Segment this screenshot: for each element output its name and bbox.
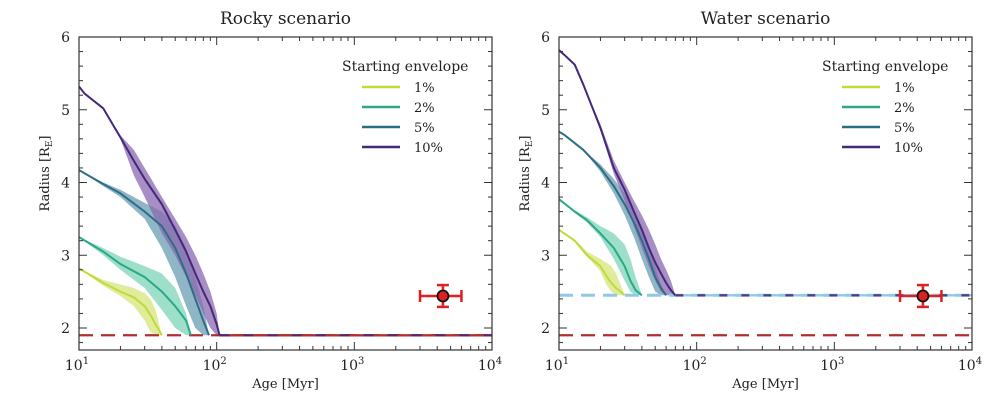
observation-marker xyxy=(916,289,930,303)
series-line-1pct xyxy=(79,267,163,336)
x-tick-label: 101 xyxy=(65,356,89,374)
plot-area xyxy=(79,85,492,337)
x-tick-label: 101 xyxy=(545,356,569,374)
observation-point xyxy=(898,283,943,309)
y-axis-label: Radius [RE] xyxy=(518,135,535,211)
x-tick-exponent: 1 xyxy=(83,356,89,367)
y-tick-label: 6 xyxy=(541,30,550,46)
legend: Starting envelope 1% 2% 5% 10% xyxy=(822,59,948,156)
x-axis-label: Age [Myr] xyxy=(731,377,799,392)
axes-frame xyxy=(558,36,973,351)
y-tick-label: 3 xyxy=(541,248,550,264)
x-tick-exponent: 3 xyxy=(838,356,844,367)
x-tick-label: 102 xyxy=(203,356,227,374)
legend: Starting envelope 1% 2% 5% 10% xyxy=(342,59,468,156)
band-1pct xyxy=(79,268,169,336)
band-5pct xyxy=(559,131,671,296)
band-2pct xyxy=(79,237,196,336)
series-line-10pct xyxy=(79,85,221,336)
legend-label: 2% xyxy=(894,101,915,116)
y-axis-label-close: ] xyxy=(38,135,53,140)
plot-area xyxy=(559,49,972,337)
x-tick-base: 10 xyxy=(203,358,221,374)
x-tick-exponent: 2 xyxy=(220,356,226,367)
legend-title: Starting envelope xyxy=(342,59,468,75)
legend-label: 1% xyxy=(414,81,435,96)
x-tick-label: 104 xyxy=(958,356,982,374)
band-10pct xyxy=(559,50,681,296)
legend-label: 10% xyxy=(414,141,443,156)
x-tick-exponent: 3 xyxy=(358,356,364,367)
series-line-10pct xyxy=(559,49,677,296)
legend-label: 5% xyxy=(414,121,435,136)
series-line-2pct xyxy=(79,236,192,336)
observation-marker xyxy=(436,289,450,303)
legend-label: 5% xyxy=(894,121,915,136)
observation-point xyxy=(418,283,463,309)
series-line-5pct xyxy=(559,130,667,296)
y-axis: 2 3 4 5 6 Radius [RE] xyxy=(38,30,492,344)
x-tick-base: 10 xyxy=(478,358,496,374)
y-tick-label: 2 xyxy=(61,321,70,337)
x-tick-label: 104 xyxy=(478,356,502,374)
y-axis: 2 3 4 5 6 Radius [RE] xyxy=(518,30,972,344)
axes-frame xyxy=(78,36,493,351)
y-axis-label: Radius [RE] xyxy=(38,135,55,211)
series-line-1pct xyxy=(559,228,626,297)
y-axis-label-main: Radius [R xyxy=(518,146,533,212)
series-line-5pct xyxy=(79,169,210,336)
legend-label: 10% xyxy=(894,141,923,156)
x-tick-base: 10 xyxy=(683,358,701,374)
y-tick-label: 5 xyxy=(541,103,550,119)
legend-title: Starting envelope xyxy=(822,59,948,75)
x-tick-exponent: 1 xyxy=(563,356,569,367)
y-axis-label-main: Radius [R xyxy=(38,146,53,212)
y-axis-label-sub: E xyxy=(525,141,535,148)
chart-title: Water scenario xyxy=(701,9,831,29)
x-tick-base: 10 xyxy=(65,358,83,374)
x-tick-base: 10 xyxy=(545,358,563,374)
x-tick-exponent: 2 xyxy=(700,356,706,367)
y-tick-label: 5 xyxy=(61,103,70,119)
y-tick-label: 4 xyxy=(61,176,70,192)
y-axis-label-sub: E xyxy=(45,141,55,148)
x-tick-label: 102 xyxy=(683,356,707,374)
x-axis-label: Age [Myr] xyxy=(251,377,319,392)
x-tick-exponent: 4 xyxy=(976,356,982,367)
x-tick-exponent: 4 xyxy=(496,356,502,367)
y-axis-label-close: ] xyxy=(518,135,533,140)
chart-title: Rocky scenario xyxy=(220,9,351,29)
x-tick-base: 10 xyxy=(820,358,838,374)
legend-label: 1% xyxy=(894,81,915,96)
x-tick-label: 103 xyxy=(820,356,844,374)
y-tick-label: 2 xyxy=(541,321,550,337)
y-tick-label: 6 xyxy=(61,30,70,46)
y-tick-label: 3 xyxy=(61,248,70,264)
y-tick-label: 4 xyxy=(541,176,550,192)
legend-label: 2% xyxy=(414,101,435,116)
x-tick-base: 10 xyxy=(958,358,976,374)
series-line-2pct xyxy=(559,198,643,297)
x-tick-base: 10 xyxy=(340,358,358,374)
x-tick-label: 103 xyxy=(340,356,364,374)
